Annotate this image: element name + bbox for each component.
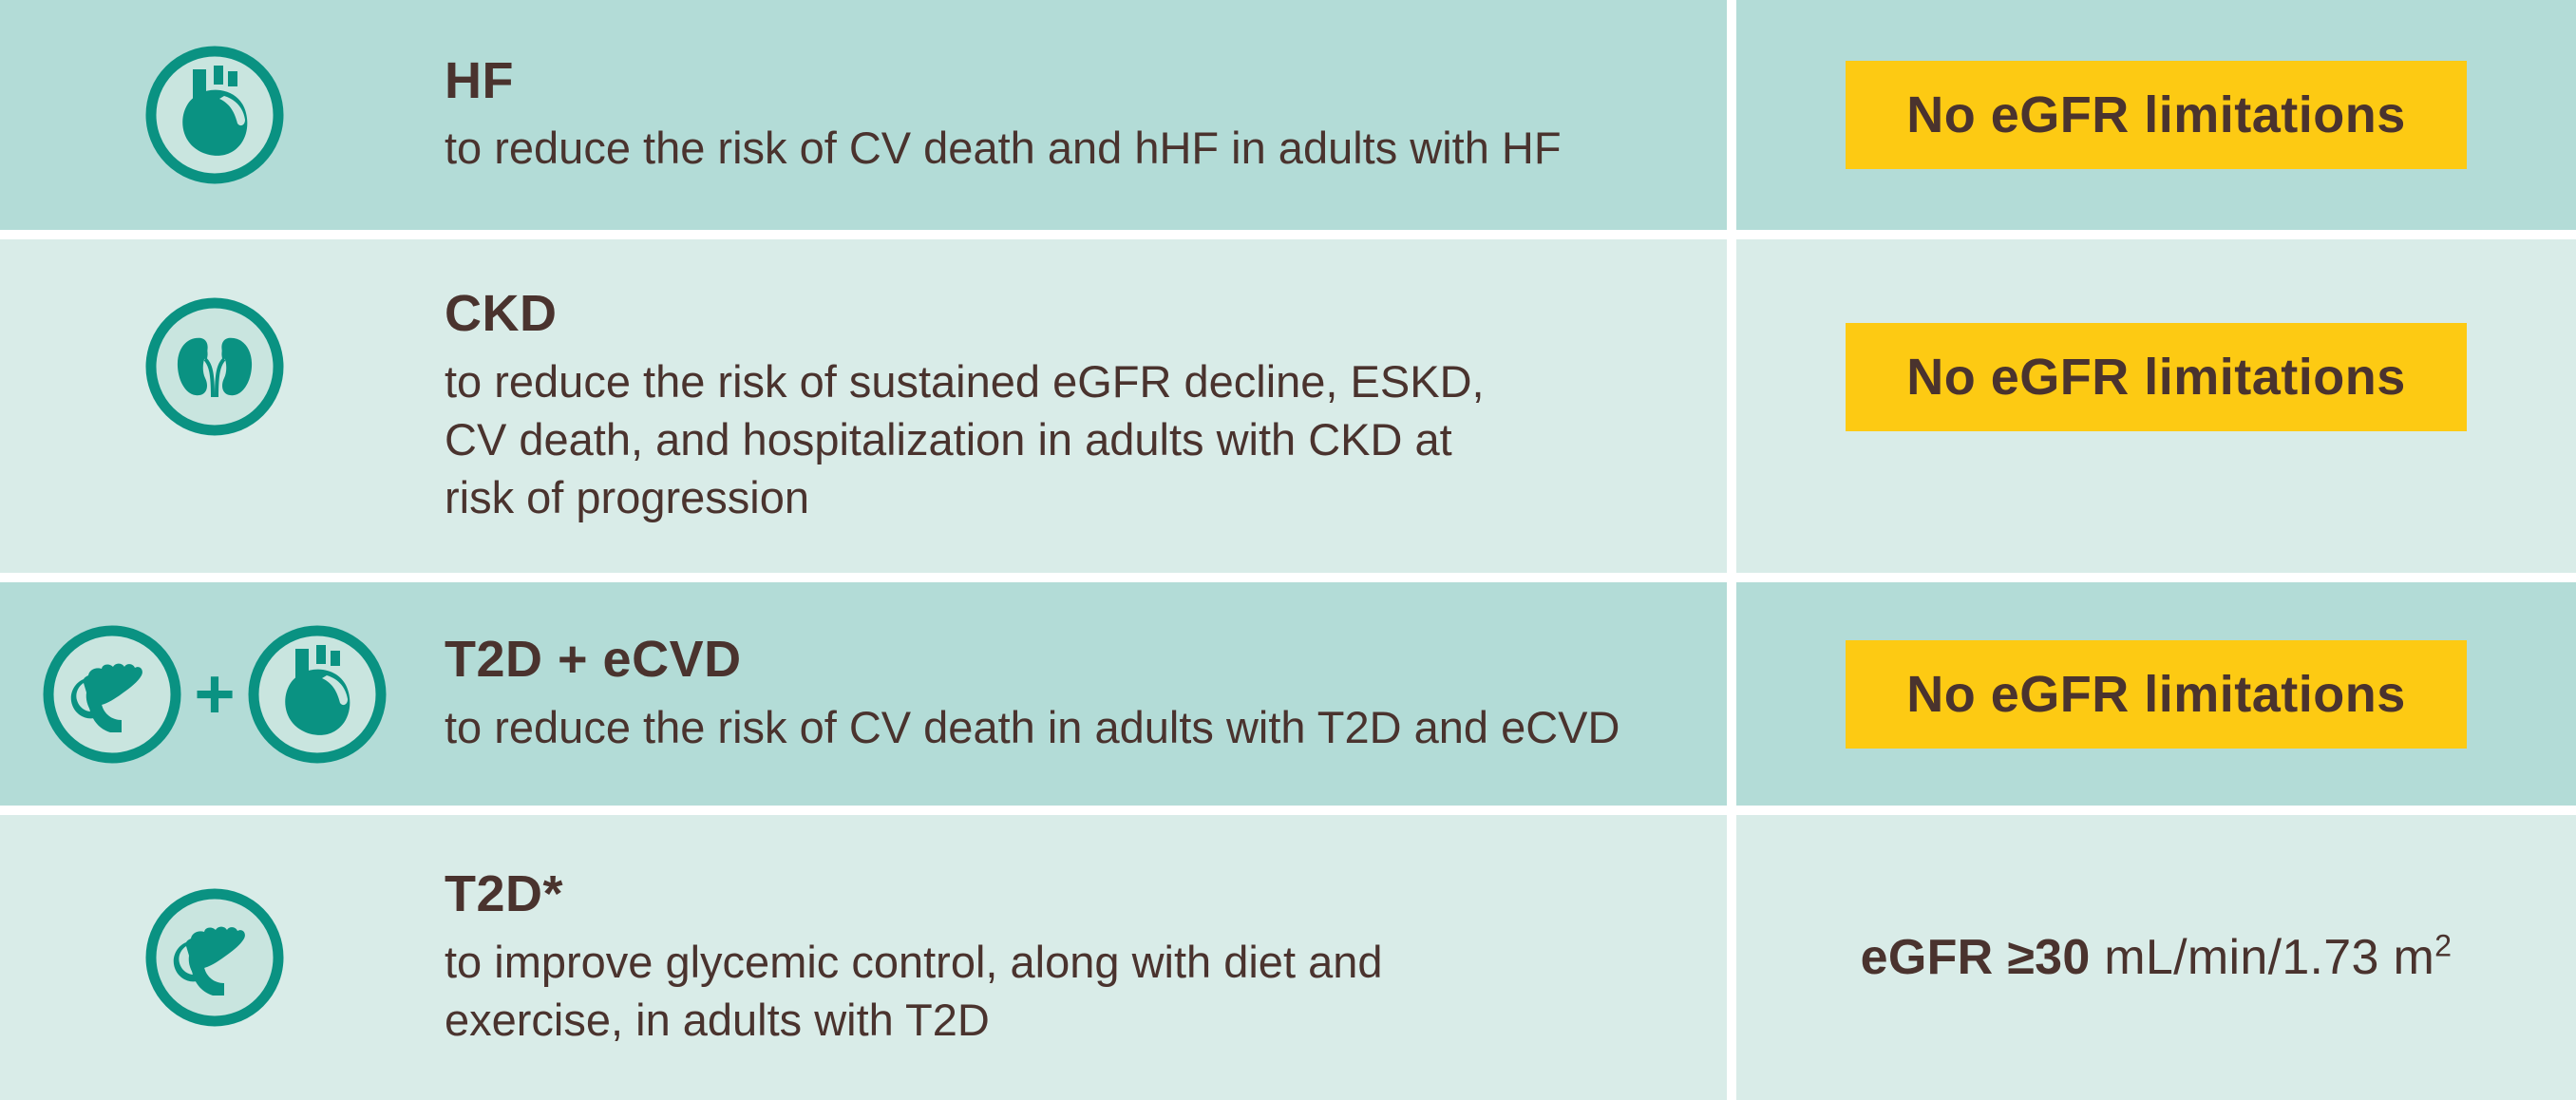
pancreas-icon: [42, 624, 182, 765]
kidneys-icon: [144, 296, 285, 437]
egfr-badge-hf: No eGFR limitations: [1846, 61, 2467, 169]
row-t2d-right: eGFR ≥30 mL/min/1.73 m2: [1736, 815, 2576, 1100]
row-hf-description: to reduce the risk of CV death and hHF i…: [445, 123, 1562, 174]
egfr-badge-t2d-ecvd: No eGFR limitations: [1846, 639, 2467, 749]
row-hf-left: HF to reduce the risk of CV death and hH…: [0, 0, 1727, 230]
row-t2d-title: T2D*: [445, 865, 564, 923]
row-hf-icon-area: [0, 0, 429, 230]
egfr-superscript: 2: [2434, 928, 2453, 963]
row-t2d-ecvd-description: to reduce the risk of CV death in adults…: [445, 701, 1620, 752]
row-ckd-description: to reduce the risk of sustained eGFR dec…: [445, 355, 1485, 522]
row-ckd-text: CKD to reduce the risk of sustained eGFR…: [445, 239, 1708, 573]
egfr-badge-ckd: No eGFR limitations: [1846, 323, 2467, 431]
egfr-units: mL/min/1.73 m: [2090, 930, 2435, 985]
row-ckd-right: No eGFR limitations: [1736, 239, 2576, 573]
row-ckd-left: CKD to reduce the risk of sustained eGFR…: [0, 239, 1727, 573]
row-t2d-left: T2D* to improve glycemic control, along …: [0, 815, 1727, 1100]
heart-icon: [144, 45, 285, 185]
egfr-requirement: eGFR ≥30 mL/min/1.73 m2: [1861, 929, 2453, 986]
row-ckd-title: CKD: [445, 285, 558, 343]
row-t2d-ecvd-text: T2D + eCVD to reduce the risk of CV deat…: [445, 582, 1708, 806]
row-t2d-text: T2D* to improve glycemic control, along …: [445, 815, 1708, 1100]
row-t2d-icon-area: [0, 815, 429, 1100]
plus-icon: +: [194, 654, 236, 733]
row-t2d-ecvd-left: + T2D + eCVD to reduce the risk of CV de…: [0, 582, 1727, 806]
heart-icon: [247, 624, 388, 765]
row-t2d-description: to improve glycemic control, along with …: [445, 936, 1383, 1045]
row-hf-text: HF to reduce the risk of CV death and hH…: [445, 0, 1708, 230]
row-t2d-ecvd-icon-area: +: [0, 582, 429, 806]
row-hf-right: No eGFR limitations: [1736, 0, 2576, 230]
pancreas-icon: [144, 887, 285, 1028]
egfr-value-bold: eGFR ≥30: [1860, 930, 2091, 985]
row-hf-title: HF: [445, 51, 514, 109]
row-t2d-ecvd-right: No eGFR limitations: [1736, 582, 2576, 806]
row-t2d-ecvd-title: T2D + eCVD: [445, 631, 742, 689]
row-ckd-icon-area: [0, 239, 429, 573]
